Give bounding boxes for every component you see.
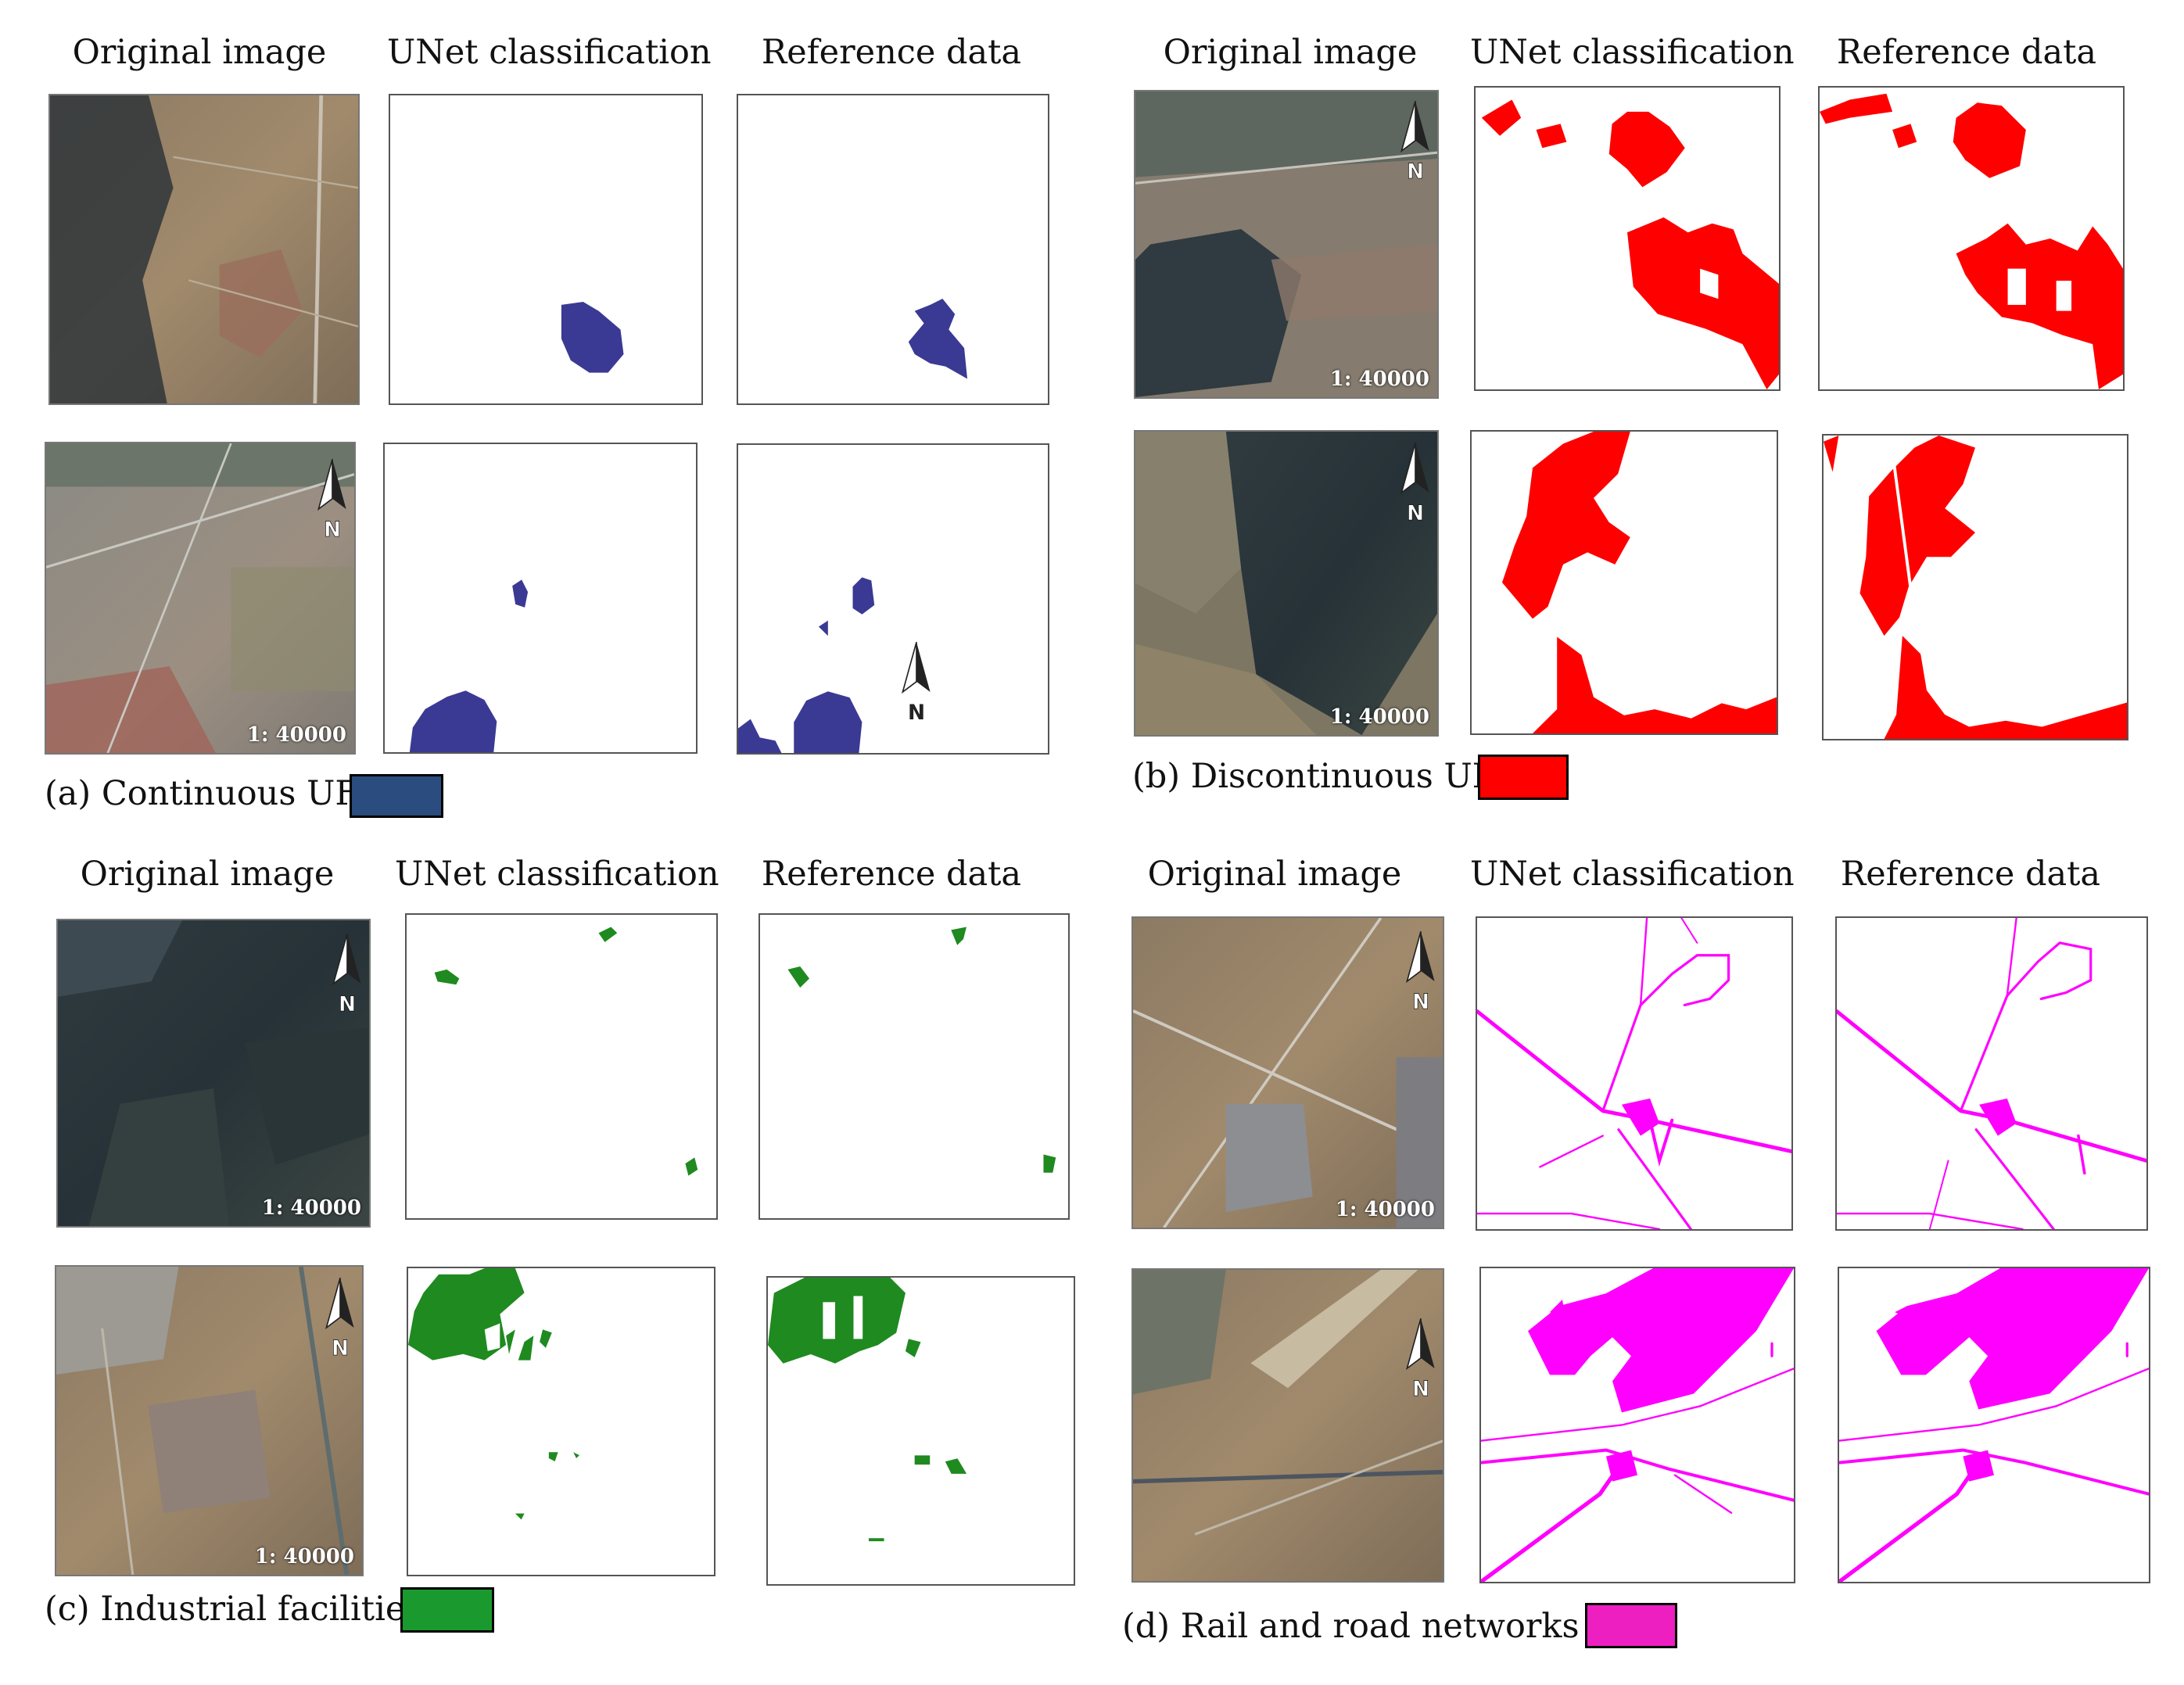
svg-text:N: N <box>332 1336 349 1361</box>
reference-mask-a1 <box>737 94 1049 405</box>
caption-c: (c) Industrial facilities <box>45 1590 423 1629</box>
reference-continuous-uf-blob <box>908 299 968 379</box>
svg-text:N: N <box>324 518 341 542</box>
north-arrow-icon-reference: N <box>899 640 934 726</box>
reference-mask-d1 <box>1835 916 2148 1231</box>
unet-mask-b1 <box>1474 86 1781 391</box>
header-original-c: Original image <box>80 855 335 894</box>
satellite-image-b1: N 1: 40000 <box>1134 90 1439 399</box>
svg-text:N: N <box>1412 990 1429 1014</box>
header-original-a: Original image <box>72 33 327 72</box>
scale-label: 1: 40000 <box>1329 367 1429 391</box>
svg-text:N: N <box>908 701 925 725</box>
unet-mask-a2 <box>383 443 698 754</box>
satellite-image-a1 <box>48 94 360 405</box>
legend-swatch-discontinuous-uf <box>1478 755 1569 800</box>
scale-label: 1: 40000 <box>246 723 346 747</box>
scale-label: 1: 40000 <box>1335 1198 1435 1221</box>
satellite-image-c2: N 1: 40000 <box>55 1265 364 1576</box>
header-unet-b: UNet classification <box>1470 33 1795 72</box>
reference-mask-b1 <box>1818 86 2125 391</box>
scale-label: 1: 40000 <box>1329 705 1429 729</box>
header-reference-b: Reference data <box>1836 33 2097 72</box>
header-reference-c: Reference data <box>761 855 1022 894</box>
legend-swatch-continuous-uf <box>350 774 443 818</box>
north-arrow-icon: N <box>1404 1317 1438 1403</box>
satellite-image-d2: N <box>1131 1268 1444 1583</box>
header-reference-d: Reference data <box>1840 855 2101 894</box>
header-unet-a: UNet classification <box>387 33 712 72</box>
scale-label: 1: 40000 <box>254 1545 354 1568</box>
reference-mask-c2 <box>766 1276 1075 1586</box>
reference-mask-a2: N <box>737 443 1049 755</box>
north-arrow-icon: N <box>1398 99 1433 185</box>
svg-text:N: N <box>339 992 356 1016</box>
satellite-image-b2: N 1: 40000 <box>1134 430 1439 737</box>
north-arrow-icon: N <box>330 932 364 1018</box>
north-arrow-icon: N <box>323 1276 357 1362</box>
header-unet-c: UNet classification <box>395 855 719 894</box>
legend-swatch-rail-road <box>1585 1603 1677 1648</box>
north-arrow-icon: N <box>1398 441 1433 527</box>
caption-a: (a) Continuous UF <box>45 774 359 813</box>
reference-mask-d2 <box>1838 1267 2150 1583</box>
caption-d: (d) Rail and road networks <box>1122 1607 1580 1646</box>
header-reference-a: Reference data <box>761 33 1022 72</box>
unet-continuous-uf-blob <box>561 301 624 373</box>
svg-text:N: N <box>1407 160 1424 184</box>
svg-text:N: N <box>1407 501 1424 525</box>
header-unet-d: UNet classification <box>1470 855 1795 894</box>
svg-text:N: N <box>1412 1377 1429 1401</box>
header-original-d: Original image <box>1147 855 1402 894</box>
unet-mask-c1 <box>405 913 718 1220</box>
caption-b: (b) Discontinuous UF <box>1132 757 1496 796</box>
unet-mask-a1 <box>389 94 703 405</box>
north-arrow-icon: N <box>315 457 350 543</box>
north-arrow-icon: N <box>1404 930 1438 1016</box>
header-original-b: Original image <box>1163 33 1418 72</box>
satellite-image-c1: N 1: 40000 <box>56 919 371 1228</box>
satellite-image-d1: N 1: 40000 <box>1131 916 1444 1229</box>
legend-swatch-industrial-facilities <box>400 1587 494 1633</box>
unet-mask-d2 <box>1479 1267 1795 1583</box>
scale-label: 1: 40000 <box>261 1196 361 1220</box>
unet-mask-c2 <box>407 1267 715 1576</box>
satellite-image-a2: N 1: 40000 <box>45 442 356 755</box>
unet-mask-d1 <box>1476 916 1793 1231</box>
reference-mask-c1 <box>758 913 1070 1220</box>
unet-mask-b2 <box>1470 430 1778 735</box>
reference-mask-b2 <box>1822 434 2128 740</box>
